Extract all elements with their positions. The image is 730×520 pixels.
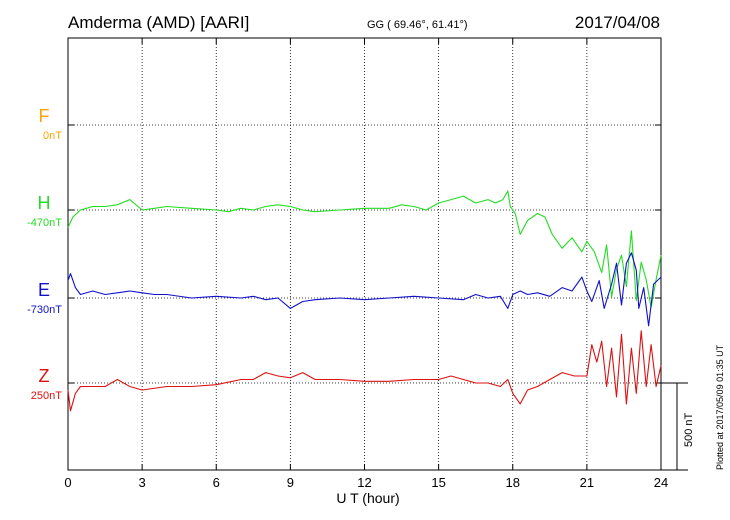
series-h-line [67, 190, 662, 308]
scale-bar: 500 nT [661, 382, 695, 471]
param-baseline-e: -730nT [27, 304, 62, 316]
x-tick-label: 6 [213, 475, 220, 490]
param-baseline-z: 250nT [31, 390, 62, 402]
coordinates-label: GG ( 69.46°, 61.41°) [367, 19, 468, 31]
series-z-line [67, 330, 662, 412]
x-tick-label: 3 [139, 475, 146, 490]
series-e-line [67, 252, 662, 327]
x-tick-label: 18 [506, 475, 520, 490]
series-layer [67, 190, 662, 412]
x-tick-label: 15 [431, 475, 445, 490]
plotted-at-note: Plotted at 2017/05/09 01:35 UT [715, 344, 725, 470]
x-tick-label: 21 [580, 475, 594, 490]
x-axis-label: U T (hour) [336, 490, 399, 506]
param-letter-e: E [38, 280, 50, 300]
x-axis: 0 3 6 9 12 15 18 21 24 [64, 38, 668, 490]
scale-bar-label: 500 nT [683, 412, 695, 447]
grid [68, 38, 661, 470]
param-letter-f: F [39, 106, 50, 126]
x-tick-label: 9 [287, 475, 294, 490]
param-letter-h: H [38, 193, 51, 213]
date-label: 2017/04/08 [575, 13, 660, 32]
x-tick-label: 0 [64, 475, 71, 490]
x-tick-label: 24 [654, 475, 668, 490]
station-title: Amderma (AMD) [AARI] [68, 13, 249, 32]
x-tick-label: 12 [357, 475, 371, 490]
parameter-labels: F 0nT H -470nT E -730nT Z 250nT [27, 106, 62, 402]
param-letter-z: Z [39, 366, 50, 386]
param-baseline-f: 0nT [43, 130, 62, 142]
param-baseline-h: -470nT [27, 217, 62, 229]
